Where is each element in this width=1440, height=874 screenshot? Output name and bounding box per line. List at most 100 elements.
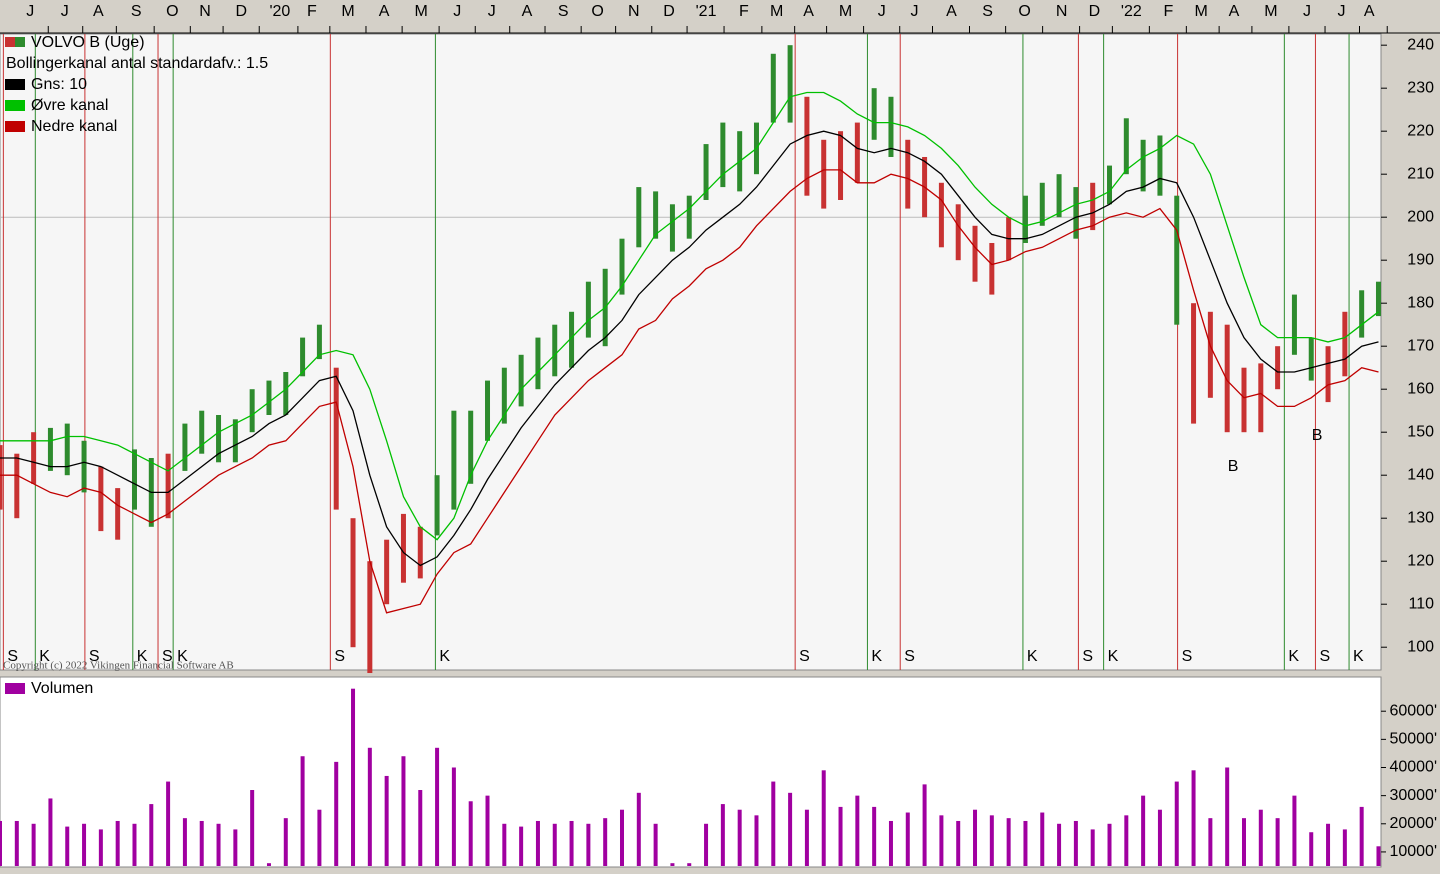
volume-bar (233, 829, 238, 866)
volume-bar (468, 801, 473, 866)
price-bar (1342, 311, 1348, 377)
y-tick-label: 160 (1407, 380, 1434, 397)
y-tick-label: 120 (1407, 552, 1434, 569)
volume-bar (48, 798, 53, 866)
x-tick-label: '21 (696, 3, 717, 20)
volume-bar (300, 756, 305, 866)
price-bar (1291, 294, 1297, 355)
y-tick-label: 100 (1407, 638, 1434, 655)
price-bar (216, 414, 222, 463)
x-tick-label: S (131, 3, 142, 20)
x-tick-label: A (803, 3, 814, 20)
volume-bar (653, 823, 658, 866)
price-bar (400, 513, 406, 583)
volume-bar (132, 823, 137, 866)
volume-bar (922, 784, 927, 866)
price-bar (81, 440, 87, 493)
price-bar (0, 445, 3, 510)
volume-bar (1376, 846, 1381, 866)
x-tick-label: J (1337, 3, 1345, 20)
legend-label: Nedre kanal (31, 118, 117, 135)
x-tick-label: M (341, 3, 354, 20)
price-bar (972, 225, 978, 282)
y-tick-label: 230 (1407, 79, 1434, 96)
price-bar (1157, 135, 1163, 196)
volume-bar (1107, 823, 1112, 866)
x-tick-label: A (946, 3, 957, 20)
volume-bar (98, 829, 103, 866)
legend-swatch (5, 37, 15, 47)
band-line (0, 169, 1379, 614)
price-bar (232, 419, 238, 463)
x-tick-label: S (558, 3, 569, 20)
band-line (0, 130, 1379, 567)
x-tick-label: O (591, 3, 603, 20)
price-bar (350, 518, 356, 648)
volume-bar (855, 795, 860, 866)
volume-bar (619, 809, 624, 866)
volume-bar (569, 820, 574, 866)
volume-bar (552, 823, 557, 866)
x-tick-label: M (414, 3, 427, 20)
price-bar (1308, 337, 1314, 381)
price-bar (468, 410, 474, 484)
volume-bar (821, 770, 826, 866)
price-bar (1090, 182, 1096, 231)
price-bar (535, 337, 541, 390)
volume-bar (687, 863, 692, 866)
legend-swatch (15, 37, 25, 47)
price-bar (417, 526, 423, 579)
price-bar (1039, 182, 1045, 226)
volume-bar (1040, 812, 1045, 866)
price-bar (1056, 174, 1062, 218)
price-bar (1073, 187, 1079, 239)
price-bar (636, 187, 642, 248)
volume-bar (266, 863, 271, 866)
price-bar (1258, 363, 1264, 433)
volume-bar (872, 806, 877, 866)
volume-bar (182, 818, 187, 866)
x-tick-label: S (982, 3, 993, 20)
y-tick-label: 130 (1407, 509, 1434, 526)
x-tick-label: J (878, 3, 886, 20)
signal-label: S (89, 648, 100, 665)
volume-bar (216, 823, 221, 866)
volume-bar (704, 823, 709, 866)
signal-label: S (1182, 648, 1193, 665)
price-bar (266, 380, 272, 415)
price-bar (300, 337, 306, 377)
signal-label: K (1108, 648, 1119, 665)
chart-title: VOLVO B (Uge) (31, 34, 145, 51)
price-bar (31, 432, 37, 484)
price-bar (804, 96, 810, 196)
volume-bar (149, 804, 154, 866)
signal-label: K (1288, 648, 1299, 665)
signal-label: K (1027, 648, 1038, 665)
y-tick-label: 40000' (1389, 759, 1437, 776)
y-tick-label: 20000' (1389, 815, 1437, 832)
x-tick-label: F (307, 3, 317, 20)
volume-bar (804, 809, 809, 866)
y-tick-label: 180 (1407, 294, 1434, 311)
price-bar (938, 182, 944, 248)
volume-bar (317, 809, 322, 866)
price-bar (333, 367, 339, 510)
price-bar (485, 380, 491, 441)
volume-bar (1141, 795, 1146, 866)
volume-bar (939, 815, 944, 866)
volume-bar (65, 826, 70, 866)
price-bar (720, 122, 726, 188)
x-tick-label: J (61, 3, 69, 20)
band-line (0, 91, 1379, 541)
volume-bar (1241, 818, 1246, 866)
volume-bar (283, 818, 288, 866)
x-tick-label: D (663, 3, 675, 20)
x-tick-label: O (166, 3, 178, 20)
signal-label: K (177, 648, 188, 665)
y-tick-label: 10000' (1389, 843, 1437, 860)
price-bar (838, 131, 844, 200)
x-tick-label: J (453, 3, 461, 20)
y-tick-label: 190 (1407, 251, 1434, 268)
price-bar (552, 324, 558, 377)
